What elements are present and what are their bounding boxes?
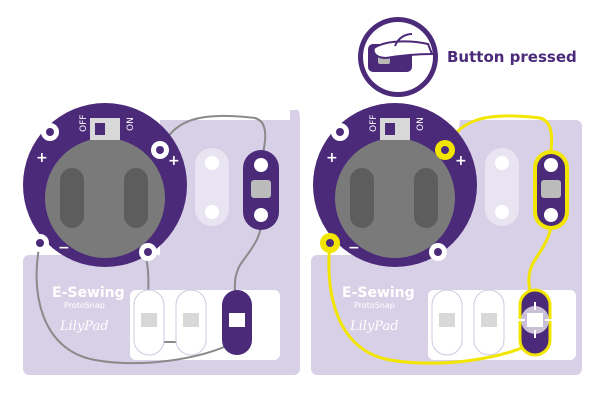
lilypad-logo-2: LilyPad [349, 319, 399, 334]
plus-label-2: + [326, 150, 338, 166]
plus-label: + [36, 150, 48, 166]
switch-off-label: OFF [79, 115, 89, 132]
switch-off-label-2: OFF [369, 115, 379, 132]
brand-line2: ProtoSnap [64, 301, 105, 310]
callout-label: Button pressed [447, 48, 577, 66]
plus-label-right: + [168, 153, 180, 169]
board-unpressed: OFF ON + + − E-Sewing [23, 103, 300, 375]
switch-on-label: ON [126, 117, 136, 131]
led-row [133, 289, 252, 356]
led-glow [521, 306, 549, 334]
led-row-2 [431, 288, 553, 357]
lilypad-logo: LilyPad [59, 319, 109, 334]
battery-holder-2: OFF ON + + − [313, 103, 477, 267]
plus-label-right-2: + [455, 153, 467, 169]
brand-line1: E-Sewing [52, 285, 125, 301]
pushbutton-pressed [533, 150, 569, 230]
led-top [195, 148, 229, 226]
led-top-2 [485, 148, 519, 226]
board-pressed: OFF ON + + − E [311, 103, 582, 375]
button-pressed-callout: Button pressed [358, 17, 577, 97]
brand-line1-2: E-Sewing [342, 285, 415, 301]
minus-label: − [58, 240, 70, 256]
brand-line2-2: ProtoSnap [354, 301, 395, 310]
pushbutton [243, 150, 279, 230]
battery-holder: OFF ON + + − [23, 103, 187, 267]
minus-label-2: − [348, 240, 360, 256]
switch-on-label-2: ON [416, 117, 426, 131]
